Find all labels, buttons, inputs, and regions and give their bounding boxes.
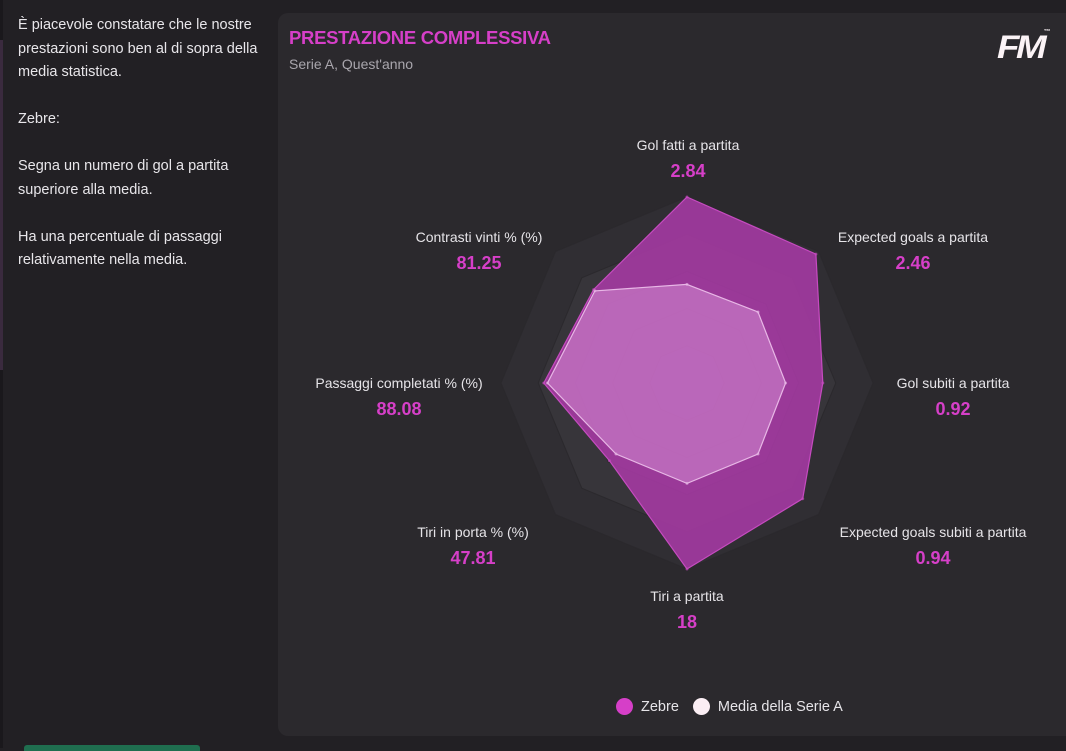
chart-legend: Zebre Media della Serie A bbox=[616, 698, 857, 715]
series-point-media-4 bbox=[685, 481, 689, 485]
axis-label: Contrasti vinti % (%) bbox=[415, 229, 543, 245]
fm-logo-tm: ™ bbox=[1043, 29, 1051, 35]
axis-value: 2.46 bbox=[895, 253, 931, 273]
analysis-text: È piacevole constatare che le nostre pre… bbox=[18, 14, 268, 296]
analysis-paragraph: Ha una percentuale di passaggi relativam… bbox=[18, 228, 222, 269]
axis-value: 18 bbox=[676, 612, 698, 632]
series-point-media-7 bbox=[593, 289, 597, 293]
axis-label: Expected goals subiti a partita bbox=[839, 524, 1027, 540]
left-edge-accent bbox=[0, 40, 3, 370]
axis-value: 88.08 bbox=[376, 399, 422, 419]
series-point-media-6 bbox=[546, 381, 549, 385]
legend-item-media[interactable]: Media della Serie A bbox=[692, 698, 843, 715]
series-point-zebre-4 bbox=[685, 567, 689, 571]
axis-label: Tiri in porta % (%) bbox=[417, 524, 529, 540]
series-point-zebre-6 bbox=[542, 381, 546, 385]
analysis-paragraph: È piacevole constatare che le nostre pre… bbox=[18, 17, 258, 80]
analysis-paragraph: Zebre: bbox=[18, 111, 60, 127]
panel-subtitle: Serie A, Quest'anno bbox=[289, 56, 414, 72]
series-point-media-1 bbox=[756, 310, 760, 314]
axis-value: 2.84 bbox=[670, 161, 706, 181]
axis-label: Tiri a partita bbox=[650, 588, 724, 604]
axis-label: Gol fatti a partita bbox=[636, 137, 740, 153]
fm-logo-text: FM bbox=[997, 29, 1047, 65]
series-point-zebre-2 bbox=[821, 381, 825, 385]
axis-label: Passaggi completati % (%) bbox=[315, 375, 483, 391]
axis-label: Gol subiti a partita bbox=[896, 375, 1010, 391]
series-point-media-5 bbox=[614, 452, 618, 456]
axis-label: Expected goals a partita bbox=[837, 229, 989, 245]
legend-dot-zebre bbox=[616, 698, 633, 715]
legend-item-zebre[interactable]: Zebre bbox=[616, 698, 679, 715]
legend-label: Zebre bbox=[641, 698, 679, 715]
series-point-zebre-3 bbox=[801, 497, 805, 501]
series-point-media-2 bbox=[784, 381, 788, 385]
legend-dot-media bbox=[692, 698, 710, 715]
series-point-zebre-1 bbox=[814, 252, 818, 256]
series-point-zebre-5 bbox=[607, 459, 611, 463]
fm-logo-icon: FM™ bbox=[997, 29, 1050, 66]
series-point-media-3 bbox=[756, 452, 760, 456]
axis-value: 81.25 bbox=[456, 253, 502, 273]
legend-label: Media della Serie A bbox=[717, 698, 843, 715]
axis-value: 47.81 bbox=[450, 548, 496, 568]
left-edge bbox=[0, 0, 3, 748]
series-point-zebre-0 bbox=[685, 195, 689, 199]
axis-value: 0.94 bbox=[915, 548, 951, 568]
analysis-paragraph: Segna un numero di gol a partita superio… bbox=[18, 158, 229, 198]
series-point-media-0 bbox=[685, 282, 689, 286]
axis-value: 0.92 bbox=[935, 399, 971, 419]
panel-title: PRESTAZIONE COMPLESSIVA bbox=[289, 27, 551, 48]
